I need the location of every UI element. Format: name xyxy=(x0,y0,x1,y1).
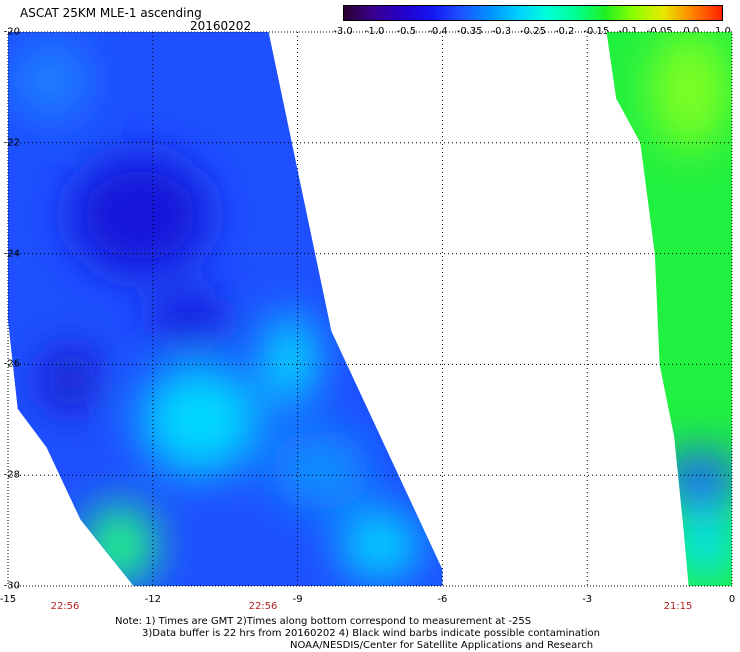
color-scale-tick: -0.1 xyxy=(618,26,638,37)
color-scale-tick: -0.3 xyxy=(491,26,512,37)
color-scale-tick: -0.5 xyxy=(396,26,417,37)
color-scale-tick: -3.0 xyxy=(333,26,353,37)
time-label-west: 22:56 xyxy=(50,601,80,612)
longitude-label: 0 xyxy=(728,594,736,605)
latitude-label: -20 xyxy=(3,26,20,38)
high-wind-region xyxy=(140,365,260,475)
latitude-label: -22 xyxy=(3,137,20,149)
color-scale-tick: 0.0 xyxy=(683,26,700,37)
latitude-label: -28 xyxy=(3,469,20,481)
low-wind-region xyxy=(70,155,210,275)
color-scale-tick: -0.35 xyxy=(456,26,483,37)
longitude-label: -12 xyxy=(144,594,161,605)
time-label-mid: 22:56 xyxy=(248,601,278,612)
footnote-line-3: NOAA/NESDIS/Center for Satellite Applica… xyxy=(290,640,594,651)
graticule xyxy=(8,32,732,586)
time-label-east: 21:15 xyxy=(663,601,693,612)
footnote-line-2: 3)Data buffer is 22 hrs from 20160202 4)… xyxy=(142,628,600,639)
latitude-label: -30 xyxy=(3,580,20,592)
longitude-label: -15 xyxy=(0,594,17,605)
footnote: Note: 1) Times are GMT 2)Times along bot… xyxy=(115,616,600,652)
longitude-label: -3 xyxy=(582,594,593,605)
swath-west xyxy=(8,32,443,586)
map-title: ASCAT 25KM MLE-1 ascending xyxy=(20,6,202,20)
longitude-label: -9 xyxy=(292,594,303,605)
map-date: 20160202 xyxy=(190,19,252,33)
color-scale-bar xyxy=(343,5,723,21)
longitude-label: -6 xyxy=(437,594,448,605)
footnote-line-1: Note: 1) Times are GMT 2)Times along bot… xyxy=(115,616,532,627)
latitude-label: -24 xyxy=(3,248,20,260)
latitude-label: -26 xyxy=(3,358,20,370)
color-scale-tick: -0.2 xyxy=(554,26,575,37)
